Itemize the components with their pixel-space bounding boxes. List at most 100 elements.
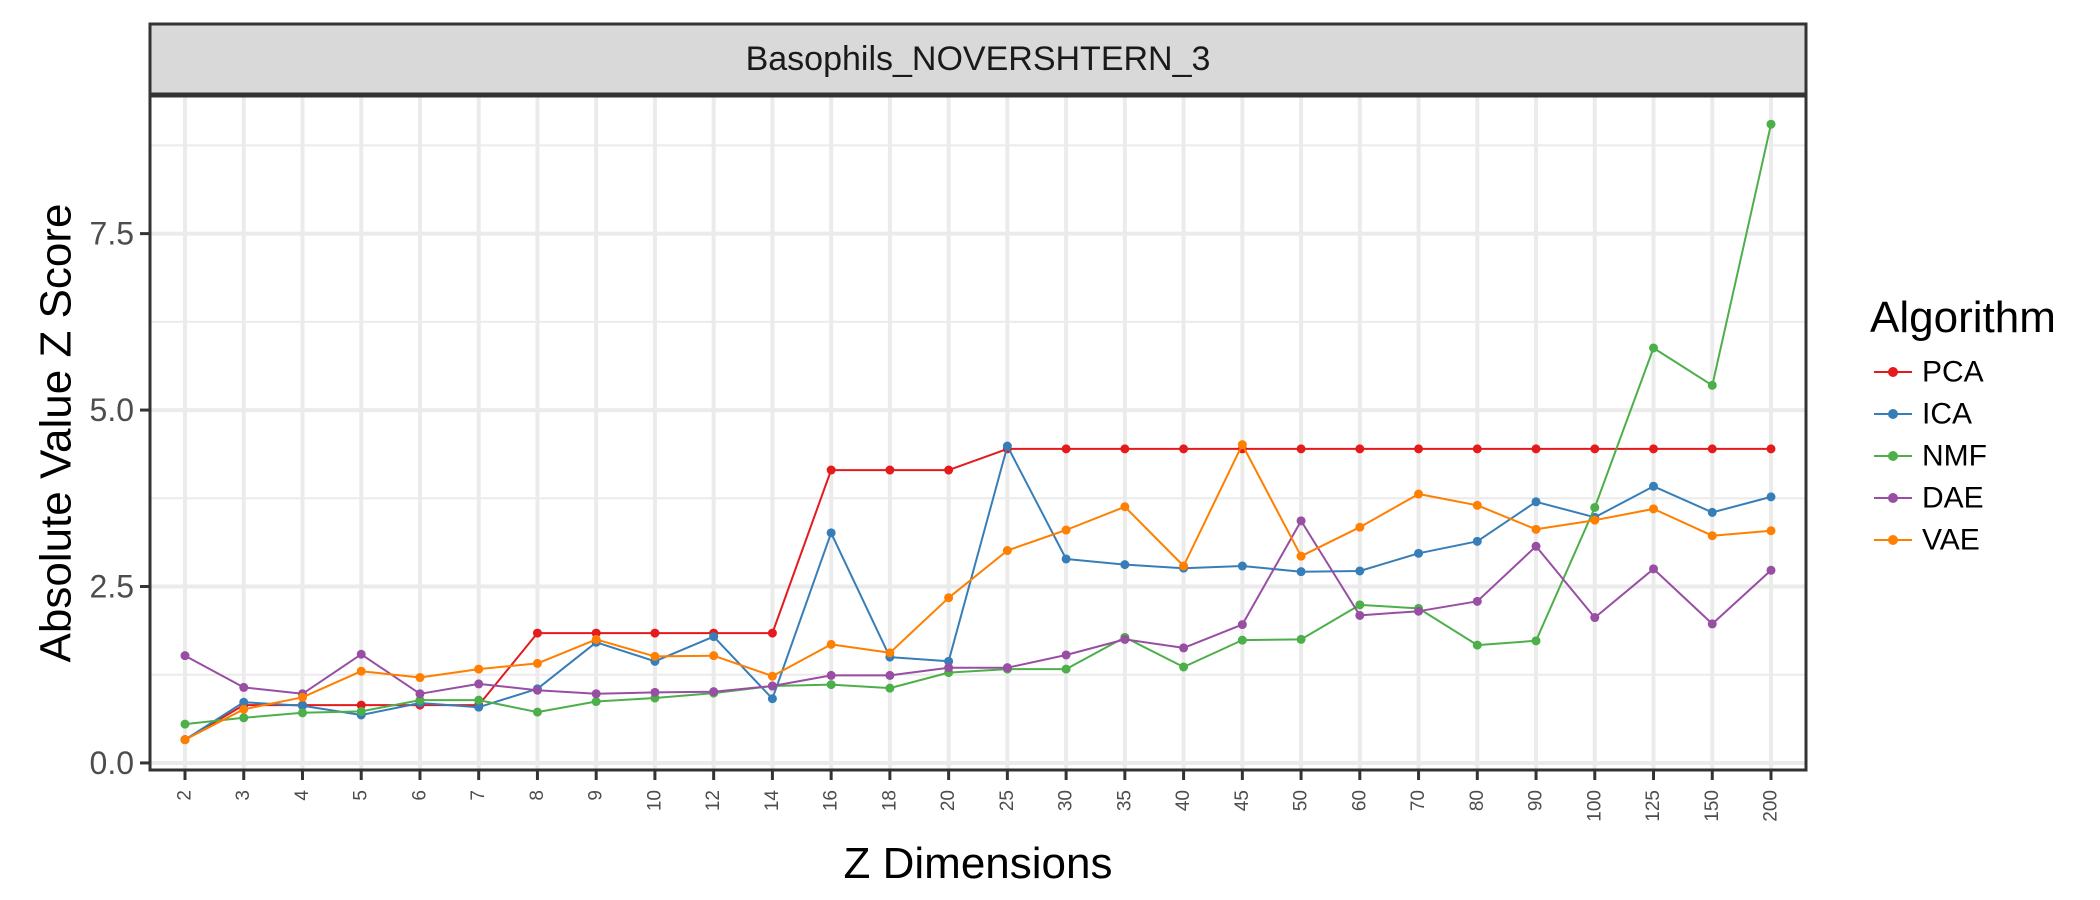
x-tick-label: 3 xyxy=(233,790,254,801)
data-point-pca xyxy=(532,628,542,638)
x-tick-label: 70 xyxy=(1408,790,1429,811)
data-point-nmf xyxy=(1472,640,1482,650)
data-point-ica xyxy=(239,697,249,707)
legend-key-point xyxy=(1888,451,1898,461)
y-tick-label: 2.5 xyxy=(90,569,134,605)
y-axis-title: Absolute Value Z Score xyxy=(32,204,81,663)
data-point-nmf xyxy=(180,719,190,729)
data-point-pca xyxy=(356,700,366,710)
data-point-nmf xyxy=(532,707,542,717)
data-point-dae xyxy=(1002,663,1012,673)
data-point-nmf xyxy=(1179,662,1189,672)
legend-label: PCA xyxy=(1922,356,1984,389)
y-axis: 0.0 2.5 5.0 7.5 xyxy=(90,216,150,781)
series-line-dae xyxy=(184,519,1772,695)
data-point-vae xyxy=(1590,515,1600,525)
grid-layer xyxy=(150,96,1806,770)
x-tick-label: 80 xyxy=(1467,790,1488,811)
legend-item-pca: PCA xyxy=(1874,356,1984,389)
legend-key-point xyxy=(1888,535,1898,545)
data-point-ica xyxy=(1002,441,1012,451)
data-point-nmf xyxy=(1766,119,1776,129)
x-tick-label: 100 xyxy=(1584,790,1605,822)
data-point-pca xyxy=(944,465,954,475)
data-point-dae xyxy=(650,687,660,697)
data-point-dae xyxy=(944,663,954,673)
data-point-ica xyxy=(1296,567,1306,577)
x-tick-label: 20 xyxy=(938,790,959,811)
data-point-nmf xyxy=(1061,664,1071,674)
data-point-pca xyxy=(1296,444,1306,454)
x-tick-label: 60 xyxy=(1349,790,1370,811)
legend-item-vae: VAE xyxy=(1874,524,1980,557)
data-point-dae xyxy=(1355,610,1365,620)
data-point-dae xyxy=(885,670,895,680)
data-point-nmf xyxy=(239,713,249,723)
x-tick-label: 35 xyxy=(1114,790,1135,811)
x-tick-label: 30 xyxy=(1056,790,1077,811)
data-point-nmf xyxy=(1707,380,1717,390)
data-point-nmf xyxy=(1531,636,1541,646)
y-tick-label: 0.0 xyxy=(90,745,134,781)
data-point-pca xyxy=(1649,444,1659,454)
data-point-dae xyxy=(1414,606,1424,616)
legend-label: VAE xyxy=(1922,524,1980,557)
data-point-dae xyxy=(356,649,366,659)
data-point-ica xyxy=(1414,548,1424,558)
legend-title: Algorithm xyxy=(1870,293,2056,342)
data-point-vae xyxy=(1237,440,1247,450)
data-point-pca xyxy=(767,628,777,638)
data-point-pca xyxy=(1531,444,1541,454)
data-point-vae xyxy=(1531,524,1541,534)
data-point-pca xyxy=(1061,444,1071,454)
x-tick-label: 18 xyxy=(879,790,900,811)
data-point-pca xyxy=(1120,444,1130,454)
data-point-vae xyxy=(1766,526,1776,536)
data-point-ica xyxy=(944,656,954,666)
legend-label: DAE xyxy=(1922,482,1984,515)
data-point-ica xyxy=(474,702,484,712)
data-point-ica xyxy=(1061,554,1071,564)
data-point-nmf xyxy=(474,695,484,705)
data-point-vae xyxy=(767,671,777,681)
x-tick-label: 200 xyxy=(1761,790,1782,822)
data-point-vae xyxy=(826,639,836,649)
legend-label: ICA xyxy=(1922,398,1972,431)
data-point-ica xyxy=(1707,507,1717,517)
data-point-pca xyxy=(1590,444,1600,454)
data-point-ica xyxy=(1120,560,1130,570)
x-tick-label: 25 xyxy=(997,790,1018,811)
series-line-vae xyxy=(184,443,1772,741)
data-point-nmf xyxy=(415,695,425,705)
x-tick-label: 9 xyxy=(586,790,607,801)
data-point-dae xyxy=(591,689,601,699)
series-dae xyxy=(180,516,1776,699)
data-point-pca xyxy=(1355,444,1365,454)
y-tick-label: 5.0 xyxy=(90,392,134,428)
x-tick-label: 150 xyxy=(1702,790,1723,822)
data-point-vae xyxy=(591,634,601,644)
legend-key-point xyxy=(1888,493,1898,503)
x-tick-label: 50 xyxy=(1291,790,1312,811)
data-point-vae xyxy=(1120,502,1130,512)
data-point-nmf xyxy=(591,697,601,707)
x-tick-label: 45 xyxy=(1232,790,1253,811)
legend-item-ica: ICA xyxy=(1874,398,1972,431)
data-point-dae xyxy=(532,685,542,695)
data-point-dae xyxy=(1237,620,1247,630)
data-point-nmf xyxy=(297,708,307,718)
series-line-ica xyxy=(184,445,1772,741)
x-axis: 2 3 4 5 6 7 8 9 10 12 14 16 18 20 25 30 35 40 45 50 60 70 80 90… xyxy=(175,770,1782,822)
data-point-vae xyxy=(709,651,719,661)
data-point-vae xyxy=(944,593,954,603)
data-point-vae xyxy=(885,648,895,658)
x-tick-label: 40 xyxy=(1173,790,1194,811)
data-point-pca xyxy=(650,628,660,638)
data-point-pca xyxy=(885,465,895,475)
legend-item-dae: DAE xyxy=(1874,482,1984,515)
data-point-vae xyxy=(1649,504,1659,514)
x-tick-label: 12 xyxy=(703,790,724,811)
data-point-pca xyxy=(826,465,836,475)
